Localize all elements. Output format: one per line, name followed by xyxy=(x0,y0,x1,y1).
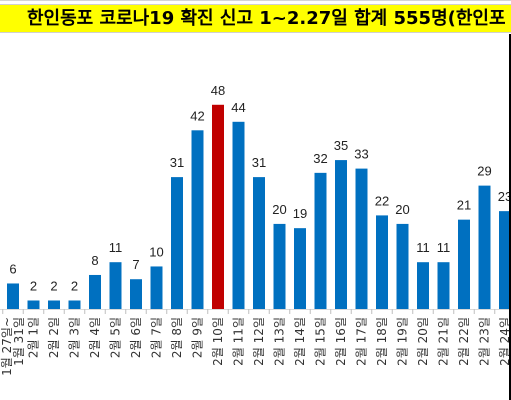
bar-15 xyxy=(294,228,306,309)
bar-19 xyxy=(376,215,388,309)
data-label-11: 48 xyxy=(211,83,225,98)
x-tick-label-14: 2월 13일 xyxy=(273,317,287,366)
x-tick-label-25: 2월 24일 xyxy=(498,317,511,366)
data-label-12: 44 xyxy=(231,100,245,115)
data-label-4: 2 xyxy=(71,278,78,293)
bar-22 xyxy=(437,262,450,309)
x-tick-label-7: 2월 6일 xyxy=(129,317,143,358)
data-label-16: 32 xyxy=(313,151,327,166)
x-tick-label-18: 2월 17일 xyxy=(355,317,369,366)
data-label-17: 35 xyxy=(334,138,348,153)
bar-14 xyxy=(273,223,286,309)
bar-23 xyxy=(458,219,470,309)
data-label-20: 20 xyxy=(395,202,409,217)
x-tick-label-4: 2월 3일 xyxy=(68,317,82,358)
bar-2 xyxy=(27,300,40,309)
data-label-1: 6 xyxy=(9,261,16,276)
bar-11 xyxy=(212,104,224,309)
x-tick-label-10: 2월 9일 xyxy=(191,317,205,358)
chart-border xyxy=(509,34,511,400)
bar-10 xyxy=(191,130,204,309)
bar-5 xyxy=(89,274,101,309)
data-label-6: 11 xyxy=(109,240,123,255)
bar-24 xyxy=(478,185,491,309)
data-label-2: 2 xyxy=(30,278,37,293)
x-tick-label-8: 2월 7일 xyxy=(150,317,164,358)
bar-6 xyxy=(109,262,122,309)
bar-9 xyxy=(171,177,183,309)
x-tick-label-22: 2월 21일 xyxy=(437,317,451,366)
data-label-25: 23 xyxy=(498,189,511,204)
x-tick-label-19: 2월 18일 xyxy=(375,317,389,366)
bar-4 xyxy=(68,300,81,309)
x-tick-label-3: 2월 2일 xyxy=(47,317,61,358)
bar-1 xyxy=(7,283,19,309)
bars xyxy=(7,104,511,309)
data-label-8: 10 xyxy=(149,244,163,259)
x-tick-label-24: 2월 23일 xyxy=(478,317,492,366)
bar-7 xyxy=(130,279,142,309)
data-label-10: 42 xyxy=(190,108,204,123)
chart-title: 한인동포 코로나19 확진 신고 1~2.27일 합계 555명(한인포 xyxy=(27,8,506,29)
data-label-23: 21 xyxy=(457,198,471,213)
data-label-3: 2 xyxy=(50,278,57,293)
bar-12 xyxy=(232,121,245,309)
data-label-19: 22 xyxy=(375,193,389,208)
x-tick-label-6: 2월 5일 xyxy=(109,317,123,358)
data-label-24: 29 xyxy=(477,164,491,179)
x-tick-label-12: 2월 11일 xyxy=(232,317,246,366)
data-label-21: 11 xyxy=(416,240,430,255)
data-label-18: 33 xyxy=(354,147,368,162)
bar-17 xyxy=(335,160,347,309)
title-banner: 한인동포 코로나19 확진 신고 1~2.27일 합계 555명(한인포 xyxy=(0,4,511,33)
data-label-22: 11 xyxy=(437,240,451,255)
x-tick-label-20: 2월 19일 xyxy=(396,317,410,366)
x-tick-label-1: 1월 27일~1월 31일 xyxy=(0,317,26,376)
x-tick-label-9: 2월 8일 xyxy=(170,317,184,358)
x-tick-label-17: 2월 16일 xyxy=(334,317,348,366)
data-label-14: 20 xyxy=(272,202,286,217)
x-tick-label-5: 2월 4일 xyxy=(88,317,102,358)
bar-25 xyxy=(499,211,511,309)
bar-16 xyxy=(314,172,327,309)
data-label-7: 7 xyxy=(132,257,139,272)
x-tick-label-13: 2월 12일 xyxy=(252,317,266,366)
bar-3 xyxy=(48,300,60,309)
bar-13 xyxy=(253,177,265,309)
x-tick-label-16: 2월 15일 xyxy=(314,317,328,366)
x-tick-label-2: 2월 1일 xyxy=(27,317,41,358)
bar-21 xyxy=(417,262,429,309)
x-tick-labels: 1월 27일~1월 31일 2월 1일 2월 2일 2월 3일 2월 4일 2월 5일 2월… xyxy=(0,317,511,376)
x-tick-label-23: 2월 22일 xyxy=(457,317,471,366)
x-tick-label-15: 2월 14일 xyxy=(293,317,307,366)
data-label-15: 19 xyxy=(293,206,307,221)
data-label-9: 31 xyxy=(170,155,184,170)
data-label-5: 8 xyxy=(91,253,98,268)
data-label-13: 31 xyxy=(252,155,266,170)
bar-8 xyxy=(150,266,163,309)
x-tick-label-21: 2월 20일 xyxy=(416,317,430,366)
bar-20 xyxy=(396,223,409,309)
x-axis-ticks xyxy=(2,309,496,314)
bar-18 xyxy=(355,168,368,309)
x-tick-label-11: 2월 10일 xyxy=(211,317,225,366)
